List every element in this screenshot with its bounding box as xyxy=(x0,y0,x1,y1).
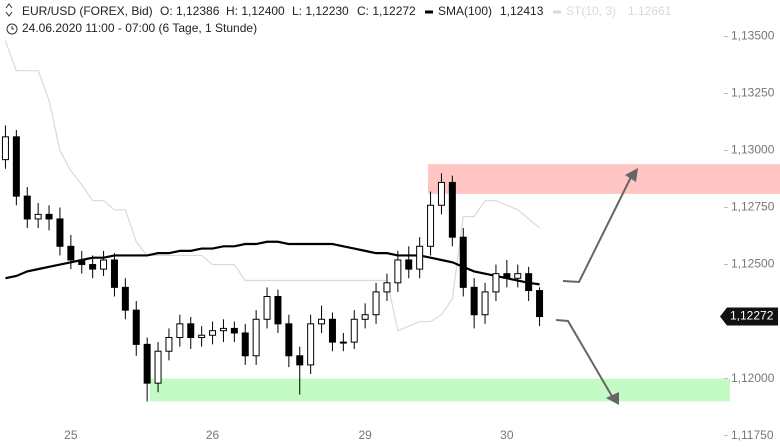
legend-label: ST(10, 3) xyxy=(566,4,616,18)
candle-body xyxy=(56,218,64,247)
clock-hand xyxy=(11,26,14,30)
y-tick-label: 1,13000 xyxy=(731,143,775,157)
candle-body xyxy=(89,264,97,270)
candle-body xyxy=(67,245,75,261)
candle-body xyxy=(12,136,20,197)
candle-body xyxy=(34,213,42,220)
price-zone xyxy=(150,378,730,402)
y-tick-label: 1,11750 xyxy=(731,428,774,442)
last-price-box xyxy=(720,307,778,326)
arrow-up xyxy=(562,174,633,284)
candle-body xyxy=(361,314,369,320)
candle-body xyxy=(241,332,249,357)
candle-body xyxy=(383,282,391,293)
plot xyxy=(1,40,544,402)
y-tick-label: 1,12750 xyxy=(731,200,775,214)
candle-body xyxy=(187,323,195,339)
candle-body xyxy=(492,273,500,293)
candle-body xyxy=(536,290,544,318)
candle-body xyxy=(525,273,533,292)
y-tick-label: 1,12500 xyxy=(731,257,775,271)
x-tick-label: 30 xyxy=(500,428,514,442)
x-tick-label: 25 xyxy=(64,428,78,442)
header: EUR/USD (FOREX, Bid) 24.06.2020 11:00 - … xyxy=(5,3,672,35)
candle-body xyxy=(481,291,489,316)
chart-subtitle: 24.06.2020 11:00 - 07:00 (6 Tage, 1 Stun… xyxy=(22,21,257,35)
zones xyxy=(150,164,780,402)
candle-body xyxy=(1,136,9,161)
candle-body xyxy=(154,350,162,384)
candle-body xyxy=(132,309,140,345)
candle-body xyxy=(110,259,118,288)
y-tick-label: 1,13250 xyxy=(731,86,775,100)
candle-body xyxy=(437,181,445,206)
indicator-line xyxy=(4,40,540,332)
candle-body xyxy=(274,295,282,325)
candle-body xyxy=(427,204,435,247)
candle-body xyxy=(350,318,358,343)
candle-body xyxy=(416,245,424,270)
candle-body xyxy=(143,343,151,384)
legend-value: 1,12661 xyxy=(628,4,672,18)
clock-icon xyxy=(6,23,18,35)
candle-body xyxy=(470,286,478,316)
indicator-line xyxy=(5,240,540,286)
candle-body xyxy=(198,334,206,339)
candle-body xyxy=(121,286,129,311)
candle-body xyxy=(318,318,326,325)
candle-body xyxy=(372,291,380,316)
ohlc-value: O: 1,12386 xyxy=(160,4,220,18)
ohlc-value: L: 1,12230 xyxy=(292,4,349,18)
ohlc-value: C: 1,12272 xyxy=(357,4,416,18)
price-zone xyxy=(428,164,780,194)
chart-title: EUR/USD (FOREX, Bid) xyxy=(22,4,153,18)
legend-value: 1,12413 xyxy=(500,4,544,18)
candle-body xyxy=(252,318,260,357)
candle-body xyxy=(459,236,467,288)
candle-body xyxy=(263,295,271,320)
candle-body xyxy=(503,273,511,279)
y-tick-label: 1,12000 xyxy=(731,371,775,385)
x-tick-label: 29 xyxy=(358,428,372,442)
candle-body xyxy=(448,181,456,238)
candle-body xyxy=(23,195,31,220)
candle-body xyxy=(165,337,173,352)
arrow-head xyxy=(625,168,638,182)
forecast-arrows xyxy=(555,168,638,405)
candle-body xyxy=(514,273,522,279)
expand-icon[interactable] xyxy=(5,3,13,17)
candle-body xyxy=(78,259,86,266)
candle-body xyxy=(45,213,53,220)
x-tick-label: 26 xyxy=(206,428,220,442)
candle-body xyxy=(296,355,304,366)
candle-body xyxy=(176,323,184,339)
candle-body xyxy=(230,327,238,334)
last-price-label: 1,12272 xyxy=(730,309,774,323)
y-tick-label: 1,13500 xyxy=(731,29,775,43)
candle-body xyxy=(209,330,217,336)
arrow-down xyxy=(555,319,614,399)
candle-body xyxy=(100,259,108,270)
candle-body xyxy=(285,323,293,357)
candle-body xyxy=(219,327,227,332)
legend-label: SMA(100) xyxy=(438,4,492,18)
arrow-head xyxy=(606,392,619,405)
ohlc-value: H: 1,12400 xyxy=(226,4,285,18)
candle-body xyxy=(405,259,413,270)
candle-body xyxy=(394,259,402,284)
candle-body xyxy=(339,341,347,344)
candle-body xyxy=(307,323,315,366)
candle-body xyxy=(328,318,336,343)
